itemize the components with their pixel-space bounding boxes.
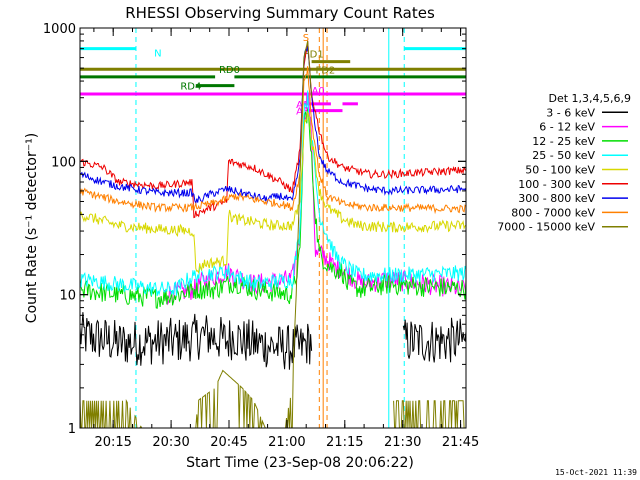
state-bar-label: RD0 <box>219 65 240 76</box>
y-tick-label: 100 <box>51 155 76 170</box>
legend-entry-label: 25 - 50 keV <box>532 149 595 162</box>
legend-entry-label: 100 - 300 keV <box>518 178 595 191</box>
y-axis-label: Count Rate (s⁻¹ detector⁻¹) <box>24 133 40 323</box>
series-line <box>79 40 467 219</box>
y-tick-label: 1000 <box>43 22 76 37</box>
x-tick-label: 21:30 <box>384 435 421 450</box>
y-tick-label: 1 <box>68 422 76 437</box>
state-bar-label: RD4 <box>180 82 201 93</box>
x-tick-label: 20:45 <box>210 435 247 450</box>
series-line <box>79 90 467 297</box>
legend-entry-label: 6 - 12 keV <box>539 121 595 134</box>
legend-entry-label: 50 - 100 keV <box>525 164 595 177</box>
x-axis-label: Start Time (23-Sep-08 20:06:22) <box>186 455 414 471</box>
legend-entry-label: 800 - 7000 keV <box>511 206 595 219</box>
timestamp: 15-Oct-2021 11:39 <box>555 468 637 477</box>
x-tick-label: 20:30 <box>152 435 189 450</box>
y-tick-label: 10 <box>59 289 76 304</box>
state-bar-label: N <box>154 49 161 60</box>
legend-entry-label: 12 - 25 keV <box>532 135 595 148</box>
state-bar-label: A0 <box>312 86 325 97</box>
x-tick-label: 21:45 <box>442 435 479 450</box>
state-bar-label: FD1 <box>304 50 324 61</box>
legend-entry-label: 7000 - 15000 keV <box>497 221 595 234</box>
x-tick-label: 21:00 <box>268 435 305 450</box>
state-bar-label: FD2 <box>315 65 335 76</box>
legend-entry-label: 300 - 800 keV <box>518 192 595 205</box>
x-tick-label: 21:15 <box>326 435 363 450</box>
x-tick-label: 20:15 <box>94 435 131 450</box>
series-line <box>79 66 467 215</box>
plot-frame <box>79 27 467 429</box>
legend-entry-label: 3 - 6 keV <box>546 106 595 119</box>
state-tag-label: S <box>303 33 309 44</box>
series-line <box>79 46 467 206</box>
legend-title: Det 1,3,4,5,6,9 <box>548 92 631 105</box>
series-line <box>79 40 466 429</box>
series-line <box>79 110 467 275</box>
series-line <box>79 312 467 370</box>
chart-title: RHESSI Observing Summary Count Rates <box>125 4 435 22</box>
